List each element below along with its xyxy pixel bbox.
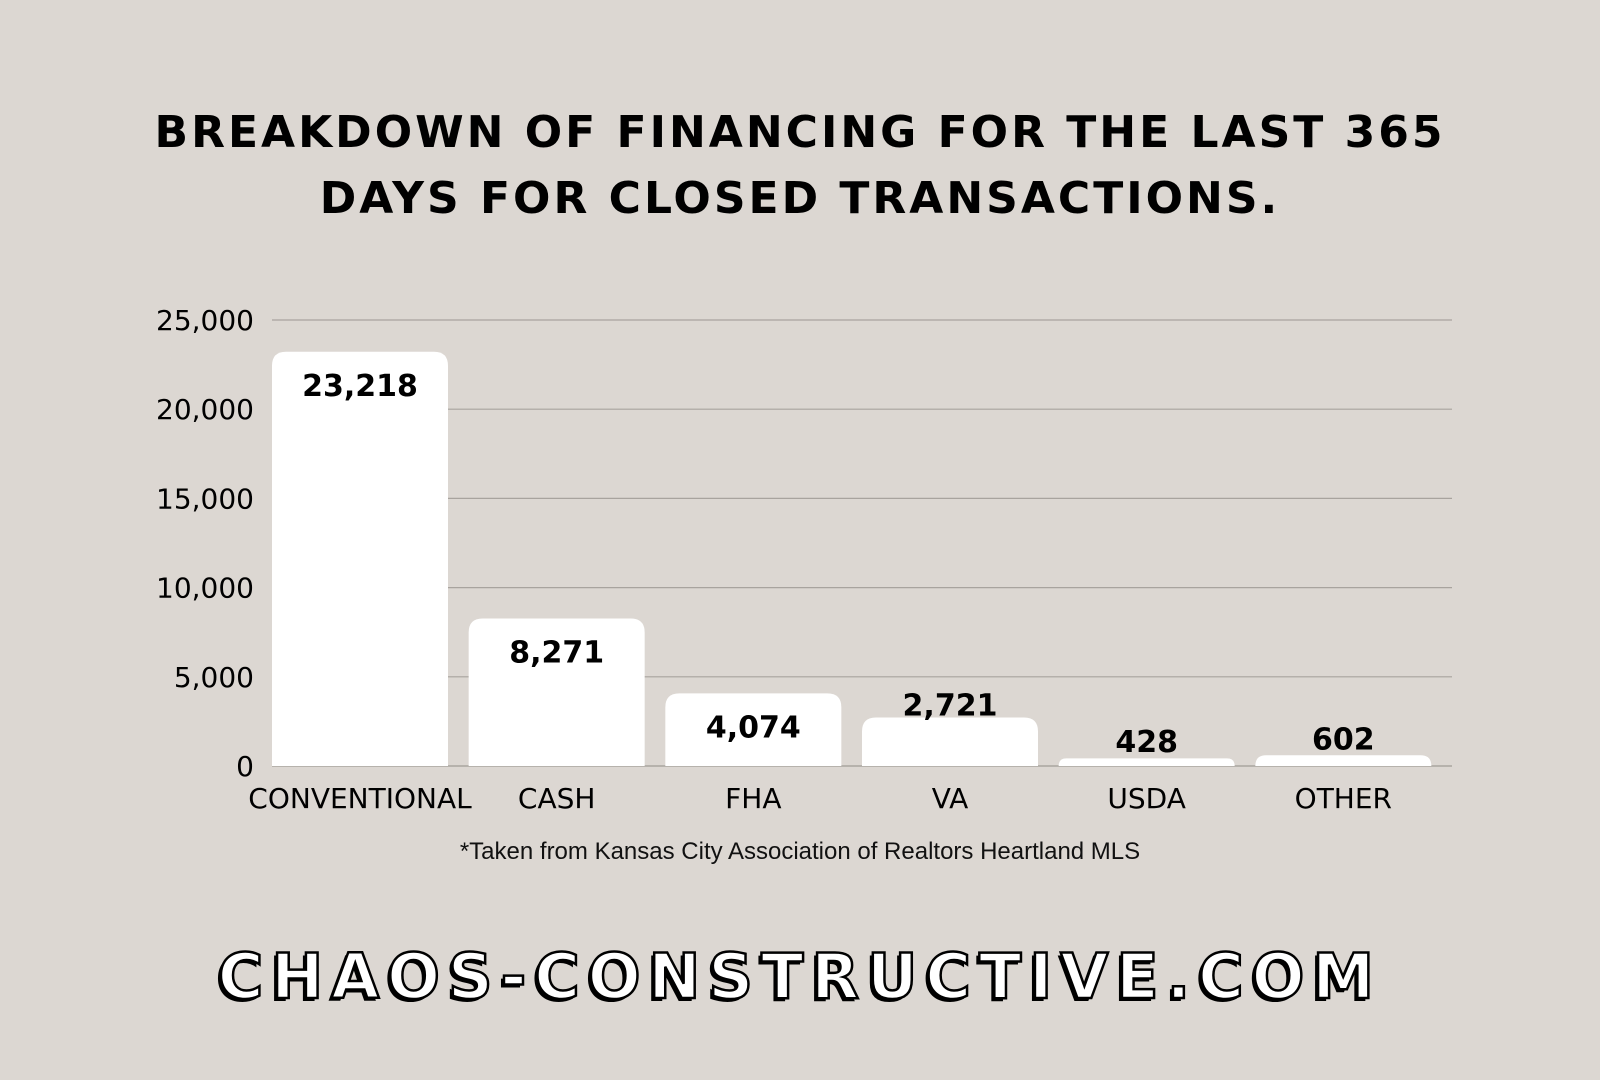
data-label: 4,074	[706, 710, 801, 745]
bar-other	[1255, 755, 1432, 766]
x-tick-label: OTHER	[1295, 782, 1392, 815]
y-tick-label: 15,000	[156, 482, 254, 515]
x-tick-label: CASH	[518, 782, 596, 815]
y-tick-label: 10,000	[156, 572, 254, 605]
y-tick-label: 25,000	[156, 304, 254, 337]
x-tick-label: VA	[932, 782, 969, 815]
y-tick-label: 0	[236, 750, 254, 783]
data-label: 23,218	[302, 369, 418, 404]
x-tick-label: CONVENTIONAL	[248, 782, 472, 815]
y-tick-label: 5,000	[174, 661, 254, 694]
gridlines	[272, 319, 1452, 767]
data-label: 2,721	[903, 688, 998, 723]
brand-logo-text[interactable]: CHAOS-CONSTRUCTIVE.COM	[217, 939, 1383, 1015]
bar-cash	[468, 618, 645, 766]
data-label: 428	[1115, 725, 1178, 760]
data-label: 602	[1312, 722, 1375, 757]
data-label: 8,271	[509, 635, 604, 670]
bar-conventional	[272, 351, 448, 766]
bar-usda	[1058, 758, 1235, 766]
bar-chart: 0 5,000 10,000 15,000 20,000 25,000 23,218 8,2…	[156, 304, 1452, 815]
x-tick-label: USDA	[1107, 782, 1186, 815]
bar-fha	[665, 693, 842, 766]
data-labels: 23,218 8,271 4,074 2,721 428 602	[302, 369, 1375, 760]
source-footnote: *Taken from Kansas City Association of R…	[459, 838, 1141, 865]
chart-title: BREAKDOWN OF FINANCING FOR THE LAST 365 …	[154, 107, 1446, 224]
y-axis-tick-labels: 0 5,000 10,000 15,000 20,000 25,000	[156, 304, 254, 783]
x-tick-label: FHA	[725, 782, 781, 815]
y-tick-label: 20,000	[156, 393, 254, 426]
bars	[272, 351, 1432, 766]
bar-va	[862, 717, 1038, 766]
x-axis-category-labels: CONVENTIONAL CASH FHA VA USDA OTHER	[248, 782, 1392, 815]
